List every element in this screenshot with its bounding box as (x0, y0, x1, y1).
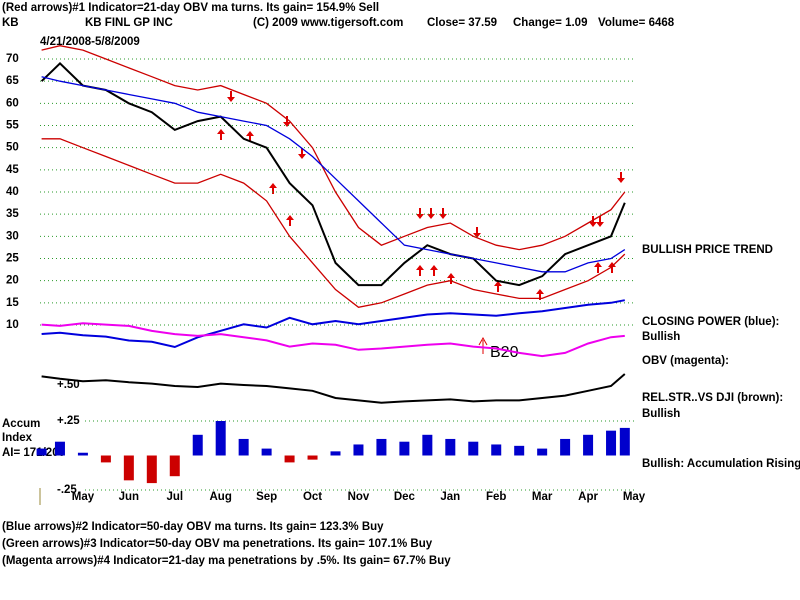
volume: Volume= 6468 (598, 17, 675, 29)
bar (583, 434, 594, 456)
bar (77, 452, 88, 456)
series-line (41, 299, 625, 349)
x-tick-label: Jul (166, 491, 183, 503)
y-tick-label: 50 (6, 142, 19, 154)
bar (606, 430, 617, 456)
y-tick-label: 30 (6, 230, 19, 242)
bar (307, 455, 318, 460)
symbol: KB (2, 17, 19, 29)
x-tick-label: Oct (303, 491, 322, 503)
side-label: Bullish (642, 331, 680, 343)
copyright: (C) 2009 www.tigersoft.com (253, 17, 403, 29)
bar (468, 441, 479, 456)
accum-label: AI= 171/200 (2, 447, 65, 459)
x-tick-label: Jan (440, 491, 460, 503)
bar (376, 438, 387, 456)
bar (169, 455, 180, 477)
bar (422, 434, 433, 456)
y-tick-label: 60 (6, 97, 19, 109)
bar (36, 448, 47, 456)
side-label: OBV (magenta): (642, 355, 729, 367)
y-tick-label: 10 (6, 319, 19, 331)
y-tick-label: 35 (6, 208, 19, 220)
bar (215, 421, 226, 456)
series-line (41, 373, 626, 404)
side-label: CLOSING POWER (blue): (642, 316, 779, 328)
y-tick-label: 15 (6, 297, 19, 309)
bar (238, 438, 249, 456)
bar (123, 455, 134, 481)
bar (537, 448, 548, 456)
bar (192, 434, 203, 456)
signal-arrow (478, 336, 488, 346)
change: Change= 1.09 (513, 17, 587, 29)
series-line (41, 138, 626, 308)
y-tick-label: 70 (6, 53, 19, 65)
series-line (41, 322, 625, 358)
bar (560, 438, 571, 456)
signal-arrows (216, 90, 626, 301)
y-tick-label: 25 (6, 253, 19, 265)
x-tick-label: Mar (532, 491, 553, 503)
date-range: 4/21/2008-5/8/2009 (40, 36, 140, 48)
x-tick-label: Apr (578, 491, 598, 503)
side-label: REL.STR..VS DJI (brown): (642, 392, 783, 404)
x-tick-label: Dec (394, 491, 416, 503)
x-tick-label: Sep (256, 491, 277, 503)
y-tick-label: 20 (6, 275, 19, 287)
side-label: Bullish (642, 408, 680, 420)
company: KB FINL GP INC (85, 17, 173, 29)
y-tick-label: 65 (6, 75, 19, 87)
x-tick-label: May (72, 491, 95, 503)
bar (261, 448, 272, 456)
header-line: (Red arrows)#1 Indicator=21-day OBV ma t… (2, 2, 379, 14)
bar (54, 441, 65, 456)
bar (619, 427, 630, 456)
x-tick-label: Feb (486, 491, 506, 503)
x-tick-label: Jun (119, 491, 139, 503)
bar (445, 438, 456, 456)
bar (146, 455, 157, 484)
series-line (41, 76, 626, 273)
rs-level: +.50 (57, 379, 80, 391)
accum-label: Accum (2, 418, 40, 430)
y-tick-label: 40 (6, 186, 19, 198)
footer-line: (Blue arrows)#2 Indicator=50-day OBV ma … (2, 521, 384, 533)
bar (491, 444, 502, 456)
y-tick-label: 45 (6, 164, 19, 176)
footer-line: (Green arrows)#3 Indicator=50-day OBV ma… (2, 538, 433, 550)
bar (514, 445, 525, 456)
bar (353, 444, 364, 456)
close: Close= 37.59 (427, 17, 497, 29)
series-line (40, 62, 626, 287)
bar (399, 441, 410, 456)
bar (330, 451, 341, 456)
side-label: BULLISH PRICE TREND (642, 244, 773, 256)
x-tick-label: May (623, 491, 646, 503)
footer-line: (Magenta arrows)#4 Indicator=21-day ma p… (2, 555, 451, 567)
x-tick-label: Aug (210, 491, 232, 503)
side-label: Bullish: Accumulation Rising (642, 458, 800, 470)
y-tick-label: -.25 (57, 484, 77, 496)
x-tick-label: Nov (348, 491, 370, 503)
bar (100, 455, 111, 463)
series-line (41, 45, 626, 251)
accum-label: Index (2, 432, 33, 444)
y-tick-label: +.25 (57, 415, 80, 427)
y-tick-label: 55 (6, 120, 19, 132)
bar (284, 455, 295, 463)
